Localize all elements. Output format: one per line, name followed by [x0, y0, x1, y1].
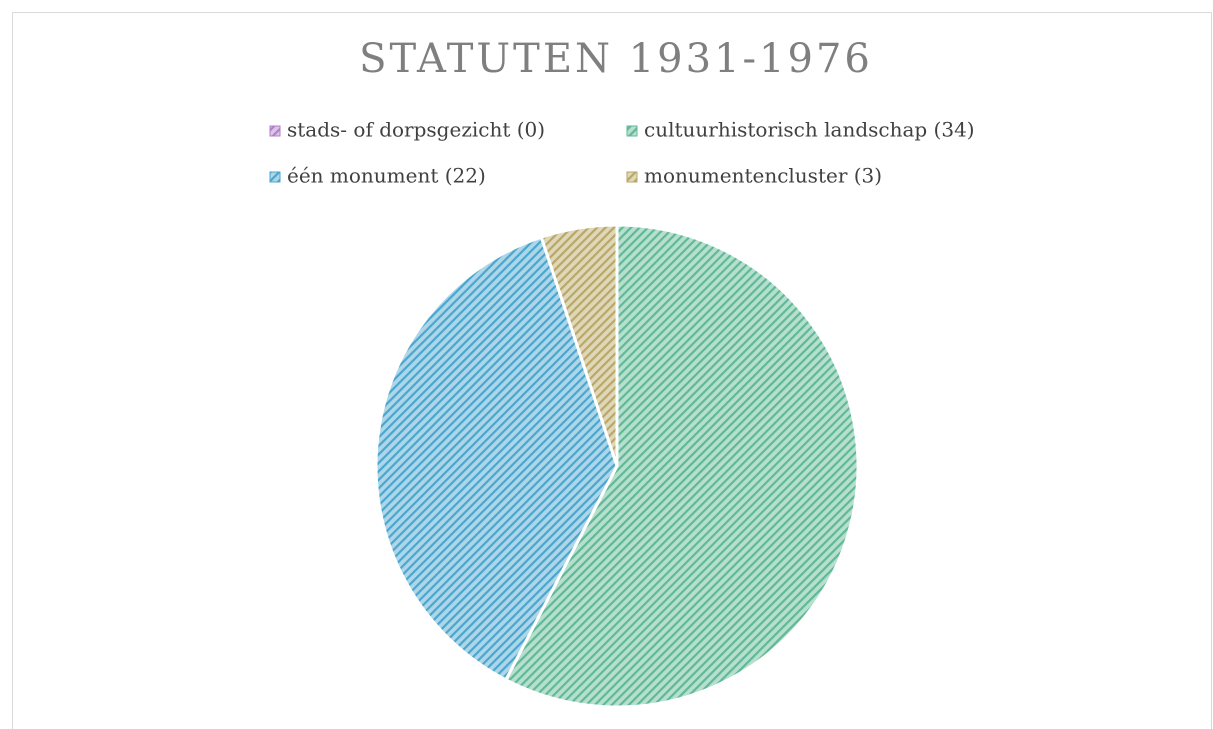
legend-label: cultuurhistorisch landschap (34): [644, 118, 975, 142]
pie-slice: [374, 235, 619, 682]
legend-label: één monument (22): [287, 164, 486, 188]
legend-swatch: [626, 171, 638, 183]
chart-title: STATUTEN 1931-1976: [359, 36, 873, 82]
legend-swatch: [626, 125, 638, 137]
legend-swatch: [269, 171, 281, 183]
legend-label: stads- of dorpsgezicht (0): [287, 118, 545, 142]
legend-label: monumentencluster (3): [644, 164, 882, 188]
pie-slice: [504, 223, 860, 709]
legend-swatch: [269, 125, 281, 137]
pie-slice: [539, 223, 619, 468]
